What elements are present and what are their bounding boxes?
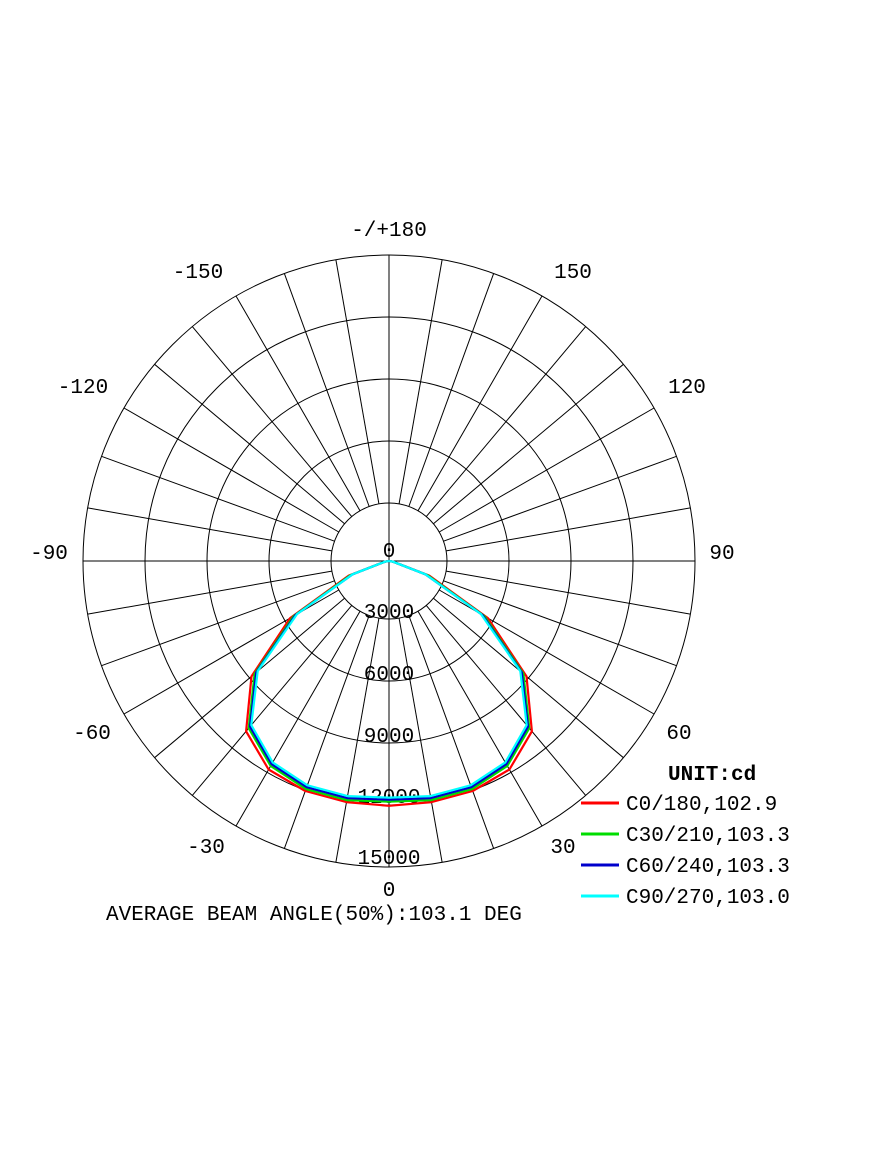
series-line-3 [250,559,528,799]
grid-spoke-330 [235,610,361,827]
grid-spoke-20 [408,615,495,849]
grid-spoke-170 [398,259,443,504]
angle-label: 150 [554,262,592,285]
angle-label: 0 [383,880,396,903]
grid-spoke-250 [101,455,335,542]
grid-spoke-340 [283,615,370,849]
grid-spoke-240 [123,407,340,533]
legend-entry: C90/270,103.0 [626,887,790,910]
grid-spoke-210 [235,295,361,512]
grid-spoke-200 [283,273,370,507]
grid-spoke-30 [417,610,543,827]
grid-spoke-40 [425,605,587,796]
unit-label: UNIT:cd [668,764,756,787]
grid-spoke-300 [123,589,340,715]
grid-spoke-150 [417,295,543,512]
radial-tick-label: 3000 [364,602,414,625]
radial-tick-label: 6000 [364,664,414,687]
angle-label: -120 [58,377,108,400]
grid-spoke-290 [101,580,335,667]
grid-spoke-260 [87,507,332,552]
legend-entry: C0/180,102.9 [626,794,777,817]
angle-label: -30 [187,837,225,860]
radial-tick-label: 15000 [357,848,420,871]
grid-spoke-70 [443,580,677,667]
radial-tick-label: 9000 [364,726,414,749]
legend: UNIT:cd C0/180,102.9 C30/210,103.3 C60/240… [581,764,790,910]
angle-label: 120 [668,377,706,400]
grid-spoke-50 [433,597,624,759]
angle-label: -/+180 [351,220,427,243]
legend-entry: C60/240,103.3 [626,856,790,879]
grid-spoke-60 [438,589,655,715]
grid-spoke-130 [433,363,624,525]
grid-spoke-350 [335,618,380,863]
angle-label: -90 [30,543,68,566]
legend-entry: C30/210,103.3 [626,825,790,848]
series-curves [245,559,533,807]
grid-spoke-160 [408,273,495,507]
grid-spoke-10 [398,618,443,863]
angle-label: 30 [550,837,575,860]
angle-label: -60 [73,723,111,746]
grid-spoke-100 [446,507,691,552]
beam-angle-footer: AVERAGE BEAM ANGLE(50%):103.1 DEG [106,904,522,927]
grid-spoke-140 [425,326,587,517]
grid-spoke-220 [191,326,353,517]
angle-label: 90 [709,543,734,566]
radial-tick-label: 0 [383,541,396,564]
grid-spoke-320 [191,605,353,796]
angle-label: 60 [666,723,691,746]
grid-spoke-280 [87,570,332,615]
grid-spoke-80 [446,570,691,615]
grid-spoke-310 [154,597,345,759]
grid-spoke-110 [443,455,677,542]
grid-spoke-120 [438,407,655,533]
grid-spoke-190 [335,259,380,504]
series-line-0 [245,559,533,807]
angle-label: -150 [173,262,223,285]
grid-spoke-230 [154,363,345,525]
angle-labels: -/+180 150 120 90 60 30 0 -30 -60 -90 -120 -150 [30,220,735,903]
